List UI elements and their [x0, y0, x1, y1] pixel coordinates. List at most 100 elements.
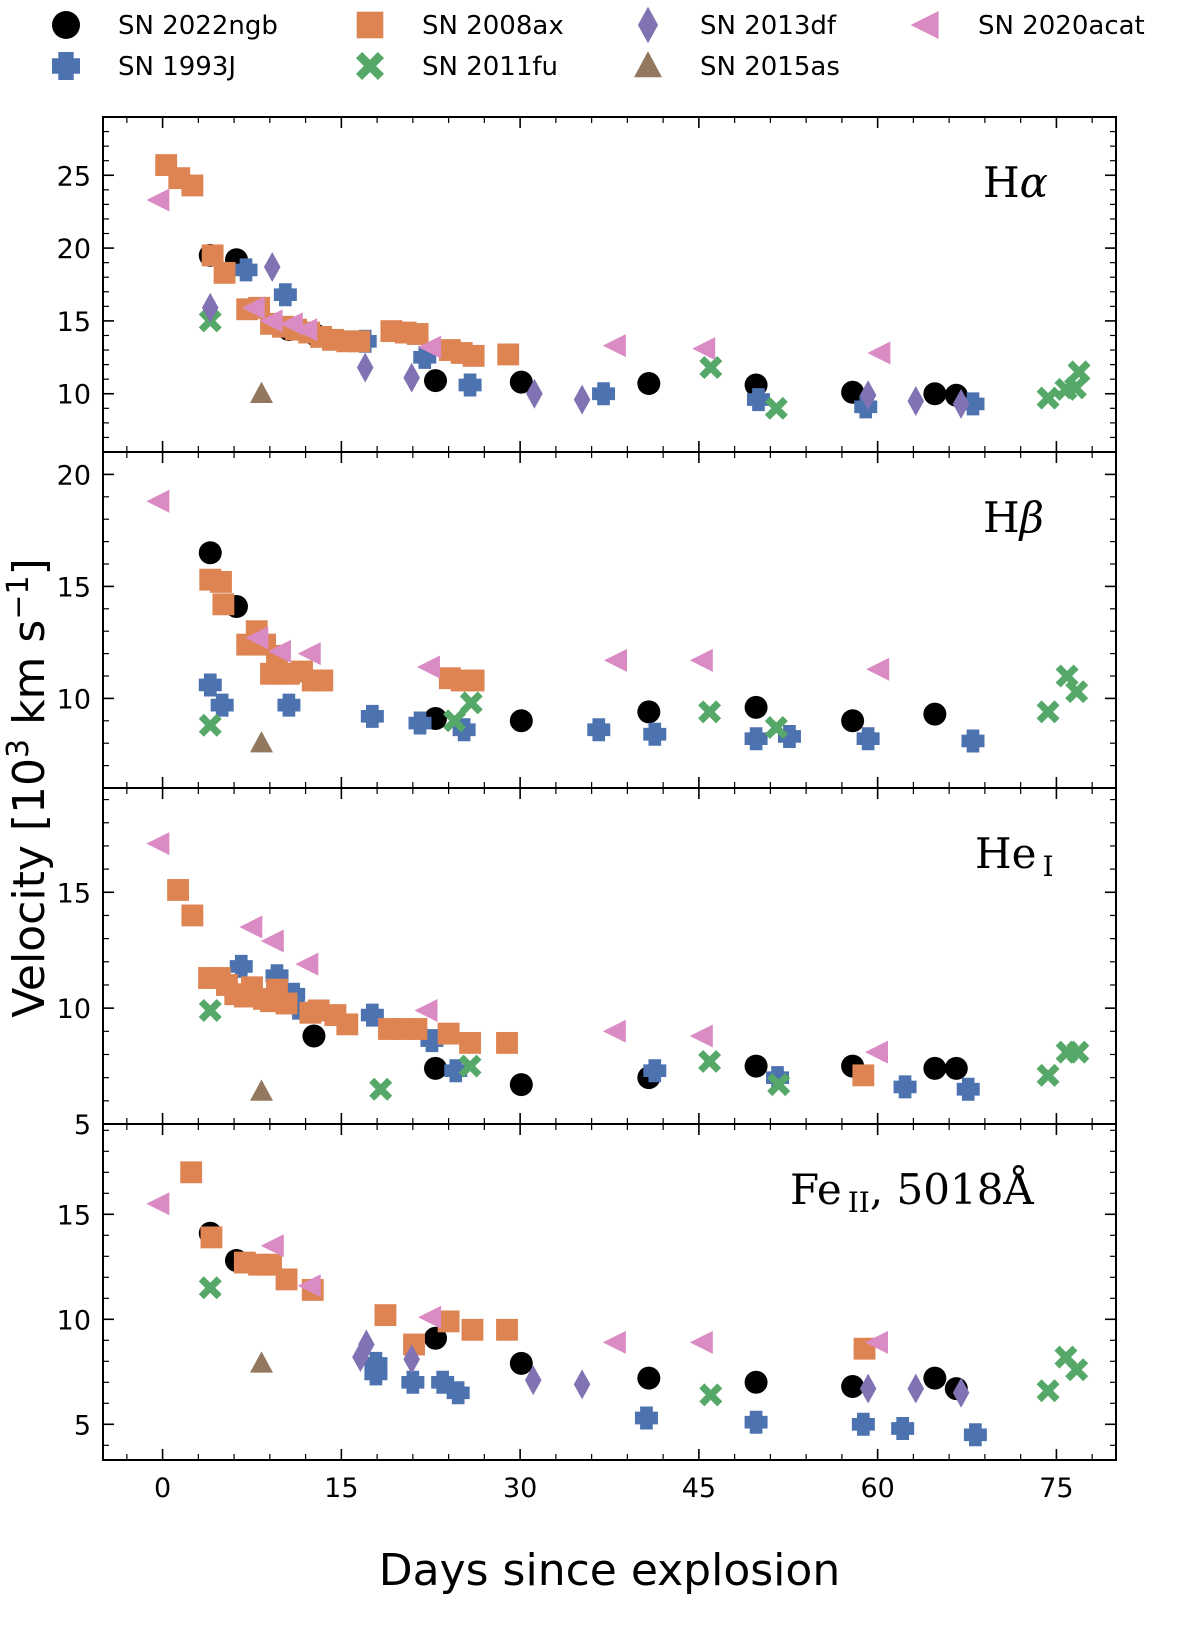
y-tick-label: 10 — [57, 380, 91, 411]
point-sn-2020acat — [146, 188, 170, 212]
point-sn-2022ngb — [424, 1326, 448, 1350]
point-sn-2020acat — [295, 952, 319, 976]
legend-label-sn-2013df: SN 2013df — [700, 11, 837, 41]
y-axis-label-part: 3 — [1, 739, 36, 758]
point-sn-1993j — [956, 1077, 980, 1101]
point-sn-2015as — [250, 1079, 274, 1101]
point-sn-2020acat — [146, 1192, 170, 1216]
point-sn-2008ax — [200, 1226, 223, 1249]
point-sn-1993j — [592, 382, 616, 406]
panel-3: 5 10 15 He I — [57, 787, 1117, 1141]
point-sn-1993j — [408, 711, 432, 735]
y-tick-label: 15 — [57, 307, 91, 338]
point-sn-2022ngb — [637, 1366, 661, 1390]
point-sn-2020acat — [692, 337, 716, 361]
point-sn-2015as — [250, 381, 274, 403]
y-axis-label-part: km s — [4, 620, 55, 739]
point-sn-2008ax — [181, 174, 204, 197]
x-tick-label: 15 — [324, 1473, 358, 1504]
point-sn-2020acat — [689, 1330, 713, 1354]
point-sn-2022ngb — [637, 700, 661, 724]
point-sn-2020acat — [866, 657, 890, 681]
y-tick-label: 15 — [57, 878, 91, 909]
point-sn-2020acat — [294, 318, 318, 342]
point-sn-2022ngb — [744, 1054, 768, 1078]
point-sn-2020acat — [602, 1019, 626, 1043]
point-sn-2020acat — [864, 1040, 888, 1064]
point-sn-2011fu — [198, 713, 222, 737]
point-sn-2022ngb — [923, 1056, 947, 1080]
point-sn-2008ax — [275, 992, 298, 1015]
point-sn-2011fu — [198, 1276, 222, 1300]
point-sn-1993j — [643, 722, 667, 746]
point-sn-2008ax — [307, 999, 330, 1022]
panel-1: 10 15 20 25 Hα — [57, 116, 1117, 453]
legend-label-sn-2008ax: SN 2008ax — [422, 11, 564, 41]
panels: 10 15 20 25 Hα 10 15 20 Hβ 5 10 15 He I 5 10 15 Fe II, 501… — [57, 116, 1117, 1504]
legend-marker-sn-2020acat — [910, 11, 939, 39]
point-sn-2008ax — [210, 570, 232, 593]
point-sn-1993j — [273, 283, 297, 307]
point-sn-2008ax — [496, 1031, 518, 1054]
point-sn-2008ax — [213, 261, 236, 284]
point-sn-2022ngb — [424, 1056, 448, 1080]
panel-label-greek: α — [1020, 158, 1048, 207]
y-tick-label: 10 — [57, 994, 91, 1025]
panel-label-main: He — [975, 829, 1036, 878]
point-sn-2013df — [907, 1373, 925, 1404]
point-sn-2008ax — [497, 343, 520, 366]
y-axis-label: Velocity [103 km s−1] — [1, 558, 55, 1018]
point-sn-2011fu — [1066, 1040, 1090, 1064]
point-sn-2020acat — [241, 296, 265, 320]
point-sn-2008ax — [437, 1022, 460, 1045]
y-tick-label: 5 — [74, 1410, 91, 1441]
panel-label: Hα — [983, 158, 1048, 207]
point-sn-2008ax — [374, 1304, 397, 1327]
point-sn-2008ax — [167, 879, 190, 901]
point-sn-2011fu — [699, 1383, 723, 1407]
point-sn-2013df — [263, 252, 281, 282]
point-sn-1993j — [587, 718, 611, 742]
legend: SN 2022ngb SN 1993J SN 2008ax SN 2011fu SN 2… — [51, 6, 1145, 82]
x-tick-label: 0 — [154, 1473, 171, 1504]
point-sn-1993j — [229, 954, 253, 978]
panel-label-main: H — [983, 158, 1020, 207]
point-sn-2020acat — [259, 309, 283, 333]
panel-label: He I — [975, 829, 1054, 883]
point-sn-2008ax — [405, 1018, 428, 1040]
x-tick-label: 75 — [1039, 1473, 1073, 1504]
point-sn-2008ax — [212, 593, 235, 616]
point-sn-2011fu — [1067, 360, 1091, 384]
point-sn-2013df — [356, 352, 374, 383]
point-sn-2013df — [403, 362, 420, 393]
y-tick-label: 5 — [74, 1110, 91, 1141]
y-axis-label-part: ] — [4, 558, 55, 575]
panel-frame — [102, 1123, 1117, 1461]
legend-marker-sn-1993j — [51, 52, 80, 80]
point-sn-2022ngb — [509, 1073, 533, 1097]
legend-label-sn-2020acat: SN 2020acat — [978, 11, 1145, 41]
point-sn-2008ax — [437, 1310, 460, 1333]
point-sn-2022ngb — [944, 1056, 968, 1080]
point-sn-2013df — [952, 1377, 970, 1408]
y-axis-label-part: −1 — [1, 575, 36, 619]
point-sn-2022ngb — [923, 702, 947, 726]
point-sn-2020acat — [689, 1024, 713, 1048]
legend-label-sn-2015as: SN 2015as — [700, 52, 840, 82]
point-sn-2011fu — [1036, 700, 1060, 724]
point-sn-2008ax — [311, 669, 334, 692]
point-sn-1993j — [401, 1370, 425, 1394]
point-sn-2013df — [952, 388, 970, 419]
legend-marker-sn-2011fu — [356, 52, 384, 80]
point-sn-2008ax — [461, 1318, 484, 1341]
point-sn-2020acat — [297, 1274, 321, 1298]
panel-label: Fe II, 5018Å — [790, 1164, 1034, 1219]
point-sn-2013df — [907, 386, 925, 416]
x-axis-label: Days since explosion — [379, 1545, 840, 1596]
point-sn-2011fu — [1063, 376, 1087, 400]
point-sn-1993j — [444, 1059, 468, 1083]
point-sn-1993j — [856, 727, 880, 751]
y-tick-label: 15 — [57, 572, 91, 603]
point-sn-1993j — [198, 673, 222, 697]
point-sn-1993j — [364, 1362, 388, 1386]
